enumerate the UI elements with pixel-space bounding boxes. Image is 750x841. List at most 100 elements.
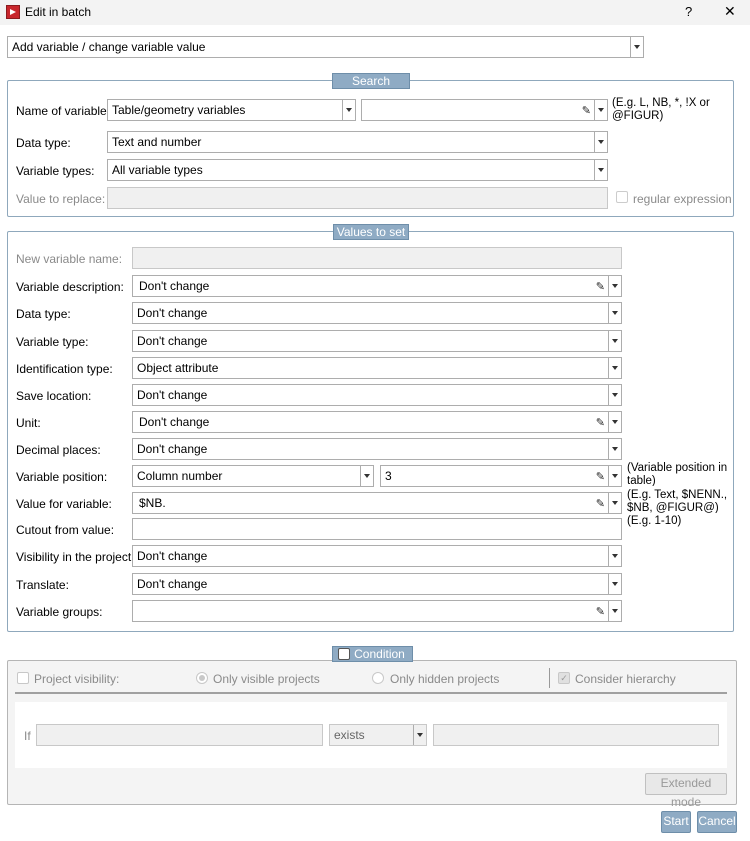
variable-position-number-combo[interactable]: 3 ✎ — [380, 465, 622, 487]
unit-combo[interactable]: Don't change ✎ — [132, 411, 622, 433]
value-for-variable-label: Value for variable: — [16, 497, 112, 511]
title-bar — [0, 0, 750, 25]
chevron-down-icon[interactable] — [608, 493, 621, 513]
chevron-down-icon[interactable] — [342, 100, 355, 120]
data-type-select[interactable]: Don't change — [132, 302, 622, 324]
variable-groups-label: Variable groups: — [16, 605, 103, 619]
close-button[interactable]: ✕ — [724, 3, 736, 19]
variable-description-combo[interactable]: Don't change ✎ — [132, 275, 622, 297]
variable-groups-combo[interactable]: ✎ — [132, 600, 622, 622]
chevron-down-icon[interactable] — [608, 439, 621, 459]
cancel-button[interactable]: Cancel — [697, 811, 737, 833]
divider — [15, 692, 727, 694]
datatype-value: Text and number — [112, 135, 202, 149]
pencil-icon[interactable]: ✎ — [581, 105, 591, 117]
variable-position-label: Variable position: — [16, 470, 108, 484]
name-pattern-combo[interactable]: ✎ — [361, 99, 608, 121]
if-value-input[interactable] — [433, 724, 719, 746]
save-location-select[interactable]: Don't change — [132, 384, 622, 406]
variable-description-label: Variable description: — [16, 280, 124, 294]
visibility-in-the-project-select[interactable]: Don't change — [132, 545, 622, 567]
chevron-down-icon[interactable] — [608, 331, 621, 351]
variable-type-select[interactable]: Don't change — [132, 330, 622, 352]
values-legend: Values to set — [333, 224, 409, 240]
pencil-icon[interactable]: ✎ — [595, 498, 605, 510]
condition-legend-label: Condition — [354, 647, 405, 661]
cutout-from-value-label: Cutout from value: — [16, 523, 115, 537]
variable-position-select[interactable]: Column number — [132, 465, 374, 487]
chevron-down-icon[interactable] — [608, 303, 621, 323]
help-button[interactable]: ? — [685, 4, 693, 19]
operator-select[interactable]: exists — [329, 724, 427, 746]
project-visibility-label: Project visibility: — [34, 672, 120, 686]
visibility-in-the-project-label: Visibility in the project: — [16, 550, 135, 564]
data-type-value: Don't change — [137, 306, 208, 320]
condition-checkbox[interactable] — [338, 648, 350, 660]
translate-value: Don't change — [137, 577, 208, 591]
decimal-places-label: Decimal places: — [16, 443, 101, 457]
vartypes-value: All variable types — [112, 163, 203, 177]
chevron-down-icon[interactable] — [608, 276, 621, 296]
extended-mode-button[interactable]: Extended mode — [645, 773, 727, 809]
name-hint: (E.g. L, NB, *, !X or @FIGUR) — [612, 97, 710, 122]
data-type-label: Data type: — [16, 307, 71, 321]
chevron-down-icon[interactable] — [608, 358, 621, 378]
mode-select[interactable]: Add variable / change variable value — [7, 36, 644, 58]
datatype-label: Data type: — [16, 136, 71, 150]
chevron-down-icon[interactable] — [608, 466, 621, 486]
chevron-down-icon[interactable] — [608, 412, 621, 432]
vartypes-label: Variable types: — [16, 164, 95, 178]
chevron-down-icon[interactable] — [594, 160, 607, 180]
chevron-down-icon[interactable] — [608, 385, 621, 405]
chevron-down-icon[interactable] — [608, 601, 621, 621]
variable-type-label: Variable type: — [16, 335, 89, 349]
save-location-label: Save location: — [16, 389, 92, 403]
chevron-down-icon[interactable] — [630, 37, 643, 57]
only-visible-radio[interactable] — [196, 672, 208, 684]
visibility-in-the-project-value: Don't change — [137, 549, 208, 563]
new-variable-name-input[interactable] — [132, 247, 622, 269]
condition-legend[interactable]: Condition — [332, 646, 413, 662]
chevron-down-icon[interactable] — [608, 546, 621, 566]
cutout-from-value-hint: (E.g. 1-10) — [627, 515, 682, 527]
name-type-value: Table/geometry variables — [112, 103, 246, 117]
identification-type-select[interactable]: Object attribute — [132, 357, 622, 379]
value-for-variable-combo[interactable]: $NB. ✎ — [132, 492, 622, 514]
decimal-places-select[interactable]: Don't change — [132, 438, 622, 460]
variable-position-value: Column number — [137, 469, 223, 483]
chevron-down-icon[interactable] — [608, 574, 621, 594]
project-visibility-checkbox[interactable] — [17, 672, 29, 684]
only-hidden-label: Only hidden projects — [390, 672, 500, 686]
cutout-from-value-input[interactable] — [132, 518, 622, 540]
pencil-icon[interactable]: ✎ — [595, 606, 605, 618]
pencil-icon[interactable]: ✎ — [595, 281, 605, 293]
variable-position-hint: (Variable position in table) — [627, 462, 728, 486]
value-for-variable-hint: (E.g. Text, $NENN., $NB, @FIGUR@) — [627, 489, 728, 513]
chevron-down-icon[interactable] — [594, 100, 607, 120]
vartypes-select[interactable]: All variable types — [107, 159, 608, 181]
translate-select[interactable]: Don't change — [132, 573, 622, 595]
start-button[interactable]: Start — [661, 811, 691, 833]
replace-input[interactable] — [107, 187, 608, 209]
regex-checkbox[interactable] — [616, 191, 628, 203]
chevron-down-icon[interactable] — [413, 725, 426, 745]
operator-value: exists — [334, 728, 365, 742]
unit-value: Don't change — [139, 415, 210, 429]
identification-type-label: Identification type: — [16, 362, 113, 376]
consider-hierarchy-checkbox[interactable]: ✓ — [558, 672, 570, 684]
name-type-select[interactable]: Table/geometry variables — [107, 99, 356, 121]
save-location-value: Don't change — [137, 388, 208, 402]
identification-type-value: Object attribute — [137, 361, 219, 375]
pencil-icon[interactable]: ✎ — [595, 471, 605, 483]
chevron-down-icon[interactable] — [594, 132, 607, 152]
new-variable-name-label: New variable name: — [16, 252, 123, 266]
if-variable-input[interactable] — [36, 724, 323, 746]
variable-position-number: 3 — [385, 469, 392, 483]
only-hidden-radio[interactable] — [372, 672, 384, 684]
chevron-down-icon[interactable] — [360, 466, 373, 486]
datatype-select[interactable]: Text and number — [107, 131, 608, 153]
consider-hierarchy-label: Consider hierarchy — [575, 672, 676, 686]
regex-label: regular expression — [633, 192, 732, 206]
if-label: If — [24, 729, 31, 743]
pencil-icon[interactable]: ✎ — [595, 417, 605, 429]
